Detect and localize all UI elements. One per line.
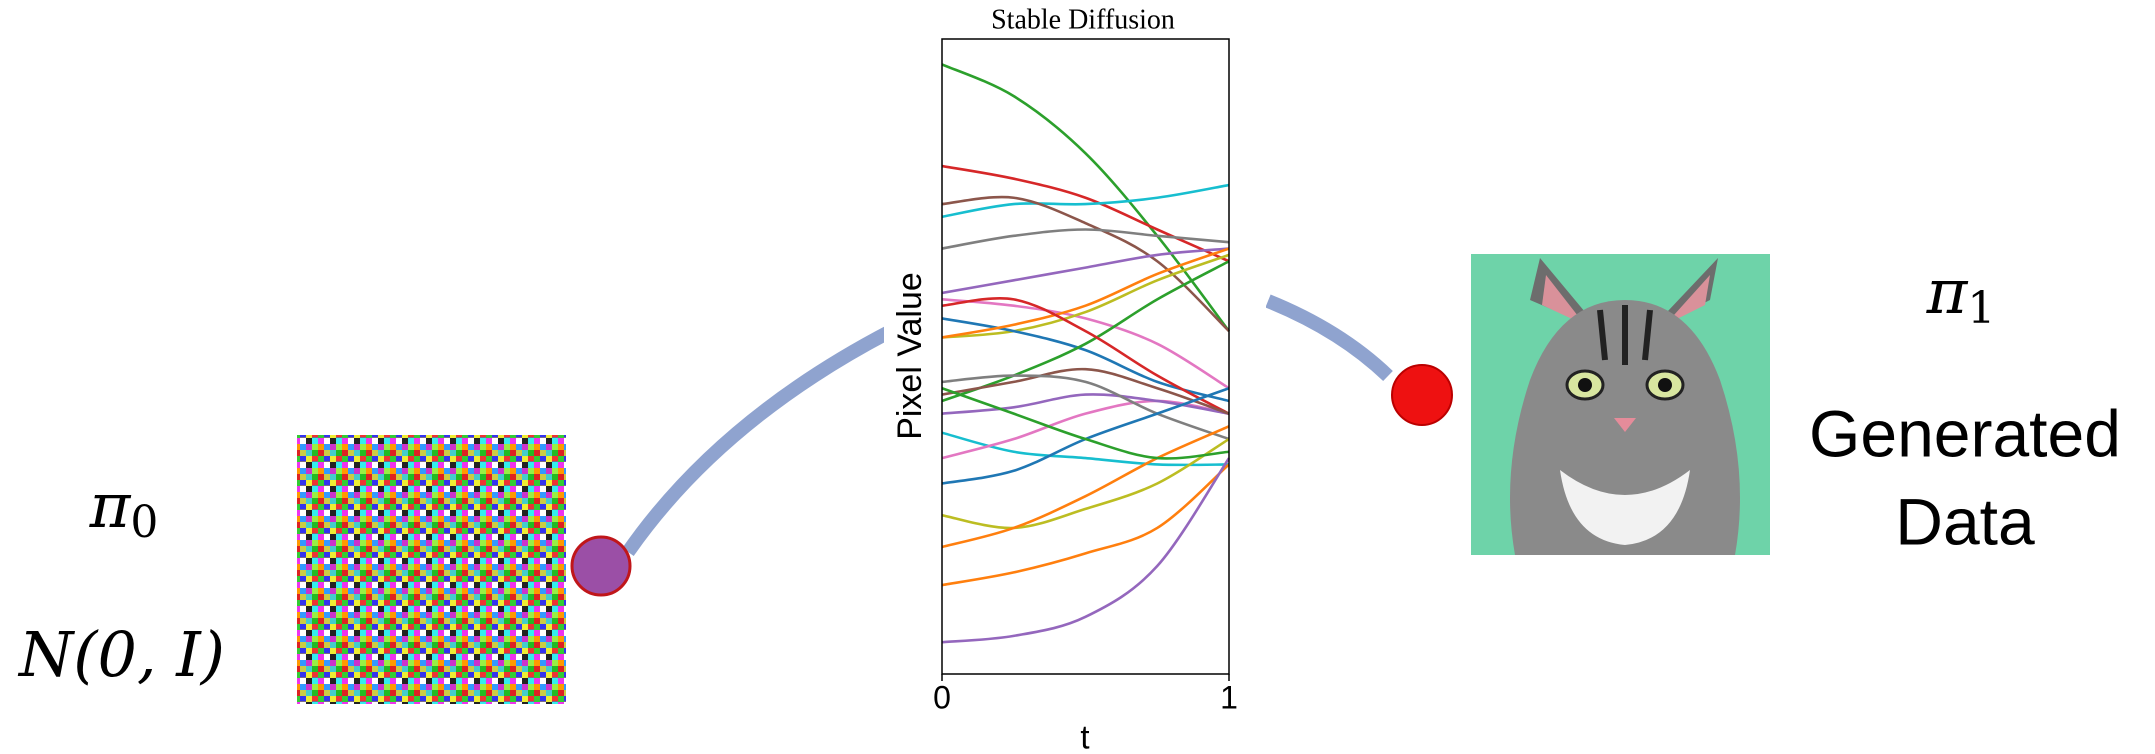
plot-frame (941, 38, 1230, 675)
stripes (1597, 305, 1653, 365)
distribution: N(0, I) (17, 618, 225, 691)
noise-image (297, 435, 566, 704)
series-line (942, 374, 1230, 441)
source-point (570, 535, 632, 597)
connector (1265, 294, 1393, 382)
pupil (1658, 378, 1672, 392)
target-caption: Data (1895, 484, 2035, 558)
series-line (942, 183, 1230, 219)
source-label: π0 (89, 469, 159, 547)
series-line (942, 367, 1230, 415)
x-axis-label: t (1080, 719, 1089, 754)
series-line (942, 253, 1230, 339)
series-line (942, 247, 1230, 339)
series-line (942, 63, 1231, 332)
plot-lines (942, 63, 1231, 644)
series-line (942, 437, 1230, 530)
series-line (942, 425, 1230, 549)
series-line (942, 164, 1230, 263)
series-line (942, 260, 1230, 403)
series-line (942, 247, 1230, 295)
chart-panel (884, 0, 1266, 754)
chart: Stable Diffusion Pixel Value t 0 1 (891, 4, 1238, 754)
target-point (1391, 364, 1453, 426)
cat-image (1471, 254, 1770, 555)
x-tick-label: 1 (1220, 679, 1238, 715)
symbol: π (1926, 255, 1969, 328)
series-line (942, 457, 1231, 644)
series-line (942, 297, 1230, 415)
target-label: π1 (1926, 255, 1996, 333)
subscript: 0 (130, 497, 158, 548)
subscript: 1 (1967, 283, 1995, 334)
symbol: π (89, 469, 132, 542)
series-line (942, 387, 1230, 460)
series-line (942, 399, 1230, 460)
nose (1614, 418, 1636, 432)
series-line (942, 463, 1230, 587)
connector (622, 324, 895, 557)
ear-inner (1542, 275, 1585, 325)
series-line (942, 195, 1230, 333)
pupil (1578, 378, 1592, 392)
chart-title: Stable Diffusion (991, 4, 1175, 35)
series-line (942, 228, 1230, 250)
cat-chin (1560, 470, 1690, 545)
y-axis-label: Pixel Value (891, 272, 929, 440)
target-caption: Generated (1809, 396, 2121, 470)
series-line (942, 298, 1230, 390)
ear-inner (1665, 275, 1710, 325)
x-tick-label: 0 (933, 679, 951, 715)
